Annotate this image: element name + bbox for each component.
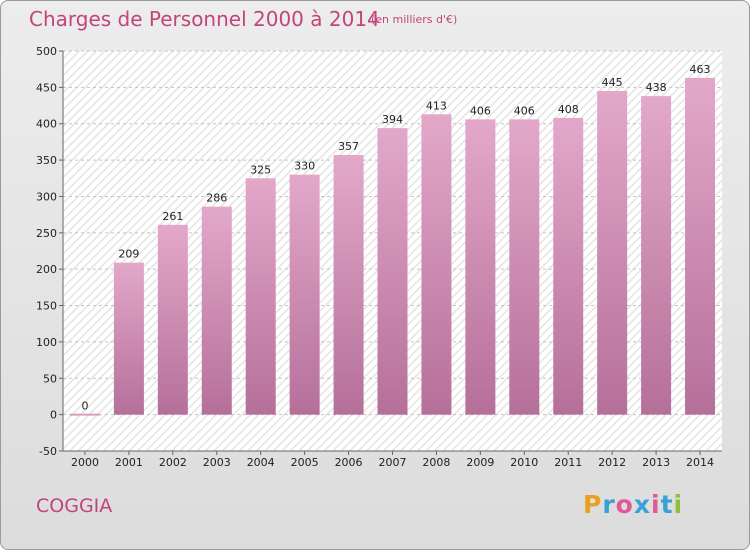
logo-letter: i <box>651 490 661 519</box>
y-tick-label: 0 <box>50 409 57 422</box>
bar <box>69 413 100 416</box>
data-label: 413 <box>426 99 447 112</box>
y-tick-label: 50 <box>43 372 57 385</box>
data-label: 406 <box>514 104 535 117</box>
data-label: 394 <box>382 113 403 126</box>
chart-subtitle: (en milliers d'€) <box>371 13 458 26</box>
x-tick-label: 2013 <box>642 456 670 469</box>
x-tick-label: 2000 <box>71 456 99 469</box>
bar <box>113 262 144 415</box>
y-tick-label: 300 <box>36 190 57 203</box>
data-label: 406 <box>470 104 491 117</box>
y-tick-label: 400 <box>36 118 57 131</box>
x-tick-label: 2012 <box>598 456 626 469</box>
data-label: 286 <box>206 192 227 205</box>
labels: -50 0 50 100 150 200 250 300 350 400 450 500 0 2000 20… <box>36 45 714 469</box>
y-tick-label: 150 <box>36 300 57 313</box>
data-label: 209 <box>118 248 139 261</box>
bar <box>597 91 628 415</box>
bar <box>245 178 276 415</box>
bar <box>289 174 320 415</box>
x-tick-label: 2001 <box>115 456 143 469</box>
data-label: 463 <box>690 63 711 76</box>
x-tick-label: 2002 <box>159 456 187 469</box>
bar <box>509 119 540 415</box>
data-label: 408 <box>558 103 579 116</box>
logo-letter: o <box>615 490 634 519</box>
bars <box>69 77 716 416</box>
data-label: 438 <box>646 81 667 94</box>
x-tick-label: 2006 <box>335 456 363 469</box>
y-tick-label: 100 <box>36 336 57 349</box>
data-label: 357 <box>338 140 359 153</box>
bar <box>377 128 408 415</box>
x-tick-label: 2014 <box>686 456 714 469</box>
bar <box>685 77 716 415</box>
bar <box>201 206 232 415</box>
bar <box>641 96 672 415</box>
y-tick-label: 200 <box>36 263 57 276</box>
data-label: 0 <box>81 400 88 413</box>
y-tick-label: 500 <box>36 45 57 58</box>
y-tick-label: 350 <box>36 154 57 167</box>
logo-letter: t <box>660 490 674 519</box>
chart-title: Charges de Personnel 2000 à 2014 <box>29 7 380 31</box>
x-tick-label: 2007 <box>379 456 407 469</box>
y-tick-label: 250 <box>36 227 57 240</box>
data-label: 330 <box>294 160 315 173</box>
axes <box>59 50 722 455</box>
x-tick-label: 2011 <box>554 456 582 469</box>
commune-name: COGGIA <box>36 495 113 517</box>
logo-letter: i <box>673 490 684 519</box>
proxiti-logo: Proxiti <box>583 490 683 519</box>
x-tick-label: 2008 <box>422 456 450 469</box>
bar <box>333 155 364 415</box>
bar <box>465 119 496 415</box>
y-tick-label: 450 <box>36 81 57 94</box>
x-tick-label: 2003 <box>203 456 231 469</box>
data-label: 261 <box>162 210 183 223</box>
data-label: 325 <box>250 163 271 176</box>
bar <box>421 114 452 415</box>
bar <box>553 117 584 415</box>
bar <box>157 224 188 415</box>
x-tick-label: 2004 <box>247 456 275 469</box>
logo-letter: P <box>583 490 603 519</box>
y-tick-label: -50 <box>39 445 57 458</box>
x-tick-label: 2005 <box>291 456 319 469</box>
data-label: 445 <box>602 76 623 89</box>
logo-letter: x <box>633 490 651 519</box>
logo-letter: r <box>602 490 616 519</box>
x-tick-label: 2009 <box>466 456 494 469</box>
x-tick-label: 2010 <box>510 456 538 469</box>
